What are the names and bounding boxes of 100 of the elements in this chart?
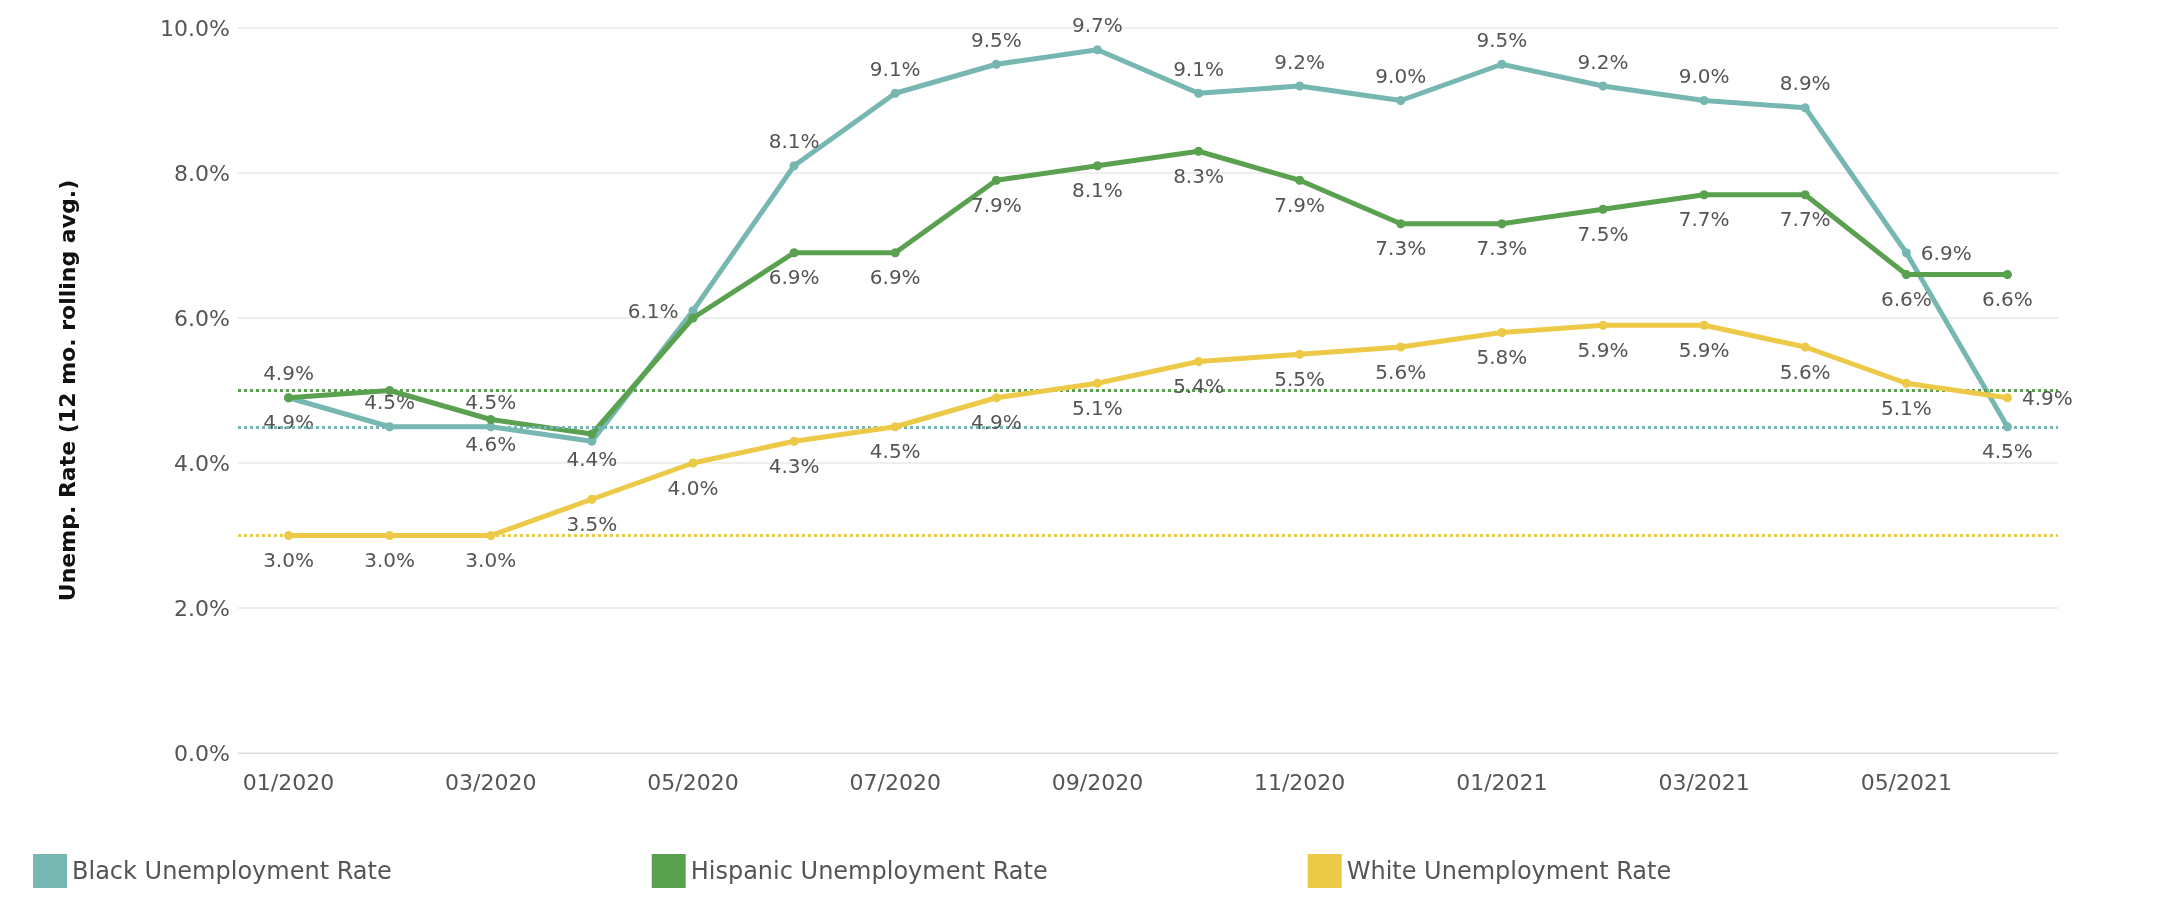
point bbox=[1396, 96, 1406, 105]
data-label: 7.7% bbox=[1678, 207, 1730, 232]
point bbox=[1699, 320, 1709, 330]
data-label: 9.7% bbox=[1072, 13, 1123, 38]
point bbox=[991, 175, 1001, 185]
data-label: 5.9% bbox=[1577, 337, 1629, 362]
point bbox=[1598, 81, 1608, 91]
data-label: 3.5% bbox=[566, 511, 618, 536]
data-label: 7.3% bbox=[1375, 236, 1427, 261]
data-label: 6.9% bbox=[768, 265, 820, 290]
data-label: 7.9% bbox=[970, 192, 1022, 217]
data-label: 6.9% bbox=[869, 265, 921, 290]
point bbox=[284, 531, 294, 540]
point bbox=[2002, 270, 2012, 279]
point bbox=[991, 59, 1001, 69]
data-label: 7.3% bbox=[1476, 236, 1528, 261]
data-label: 3.0% bbox=[364, 548, 416, 572]
point bbox=[1194, 146, 1204, 156]
x-tick-label: 11/2020 bbox=[1253, 769, 1346, 795]
data-label: 6.6% bbox=[1982, 287, 2033, 311]
legend-label: White Unemployment Rate bbox=[1346, 857, 1672, 885]
point bbox=[1598, 204, 1608, 214]
point bbox=[1699, 96, 1709, 105]
data-label: 5.6% bbox=[1779, 359, 1831, 384]
y-tick-label: 10.0% bbox=[160, 15, 230, 41]
point bbox=[1497, 59, 1507, 69]
data-label: 8.9% bbox=[1779, 71, 1831, 96]
data-label: 5.1% bbox=[1072, 395, 1123, 420]
data-label: 4.5% bbox=[869, 439, 921, 464]
point bbox=[890, 248, 900, 258]
data-label: 9.1% bbox=[869, 56, 921, 81]
point bbox=[2002, 393, 2012, 403]
y-tick-label: 4.0% bbox=[174, 450, 230, 476]
point bbox=[1901, 270, 1911, 279]
data-label: 9.0% bbox=[1678, 64, 1730, 88]
legend-label: Black Unemployment Rate bbox=[72, 857, 392, 885]
point bbox=[486, 415, 496, 424]
point bbox=[1092, 161, 1102, 171]
point bbox=[587, 429, 597, 439]
point bbox=[1901, 378, 1911, 388]
data-label: 4.4% bbox=[566, 446, 618, 471]
data-label: 6.6% bbox=[1880, 287, 1932, 311]
data-label: 4.9% bbox=[970, 410, 1022, 435]
data-label: 8.1% bbox=[1072, 178, 1123, 203]
data-label: 8.1% bbox=[768, 129, 820, 154]
data-label: 4.5% bbox=[465, 390, 517, 415]
x-tick-label: 01/2021 bbox=[1456, 769, 1548, 795]
point bbox=[1497, 219, 1507, 229]
y-tick-label: 8.0% bbox=[174, 160, 230, 186]
point bbox=[1396, 342, 1406, 352]
point bbox=[1901, 248, 1911, 258]
data-label: 3.0% bbox=[465, 548, 517, 572]
data-label: 6.9% bbox=[1920, 240, 1972, 265]
x-tick-label: 05/2021 bbox=[1860, 769, 1953, 795]
data-label: 4.9% bbox=[2021, 385, 2073, 410]
point bbox=[789, 436, 799, 446]
x-tick-label: 07/2020 bbox=[849, 769, 941, 795]
data-label: 4.3% bbox=[768, 453, 820, 478]
point bbox=[1295, 81, 1305, 91]
point bbox=[1092, 45, 1102, 55]
data-label: 5.9% bbox=[1678, 337, 1730, 362]
data-label: 5.4% bbox=[1173, 374, 1224, 398]
point bbox=[1295, 175, 1305, 185]
data-label: 4.6% bbox=[465, 432, 517, 456]
data-label: 4.5% bbox=[364, 390, 416, 415]
point bbox=[385, 531, 395, 540]
data-label: 5.6% bbox=[1375, 359, 1427, 384]
x-tick-label: 05/2020 bbox=[647, 769, 739, 795]
point bbox=[1497, 328, 1507, 337]
point bbox=[1598, 320, 1608, 330]
y-tick-label: 6.0% bbox=[174, 305, 230, 331]
x-tick-label: 01/2020 bbox=[242, 769, 335, 795]
point bbox=[789, 161, 799, 171]
x-tick-label: 09/2020 bbox=[1051, 769, 1144, 795]
point bbox=[1800, 103, 1810, 113]
data-label: 4.9% bbox=[263, 361, 314, 386]
x-tick-label: 03/2021 bbox=[1658, 769, 1750, 795]
data-label: 3.0% bbox=[263, 548, 314, 572]
data-label: 5.5% bbox=[1274, 366, 1326, 391]
point bbox=[789, 248, 799, 258]
data-label: 9.2% bbox=[1577, 49, 1629, 74]
y-tick-label: 2.0% bbox=[174, 595, 230, 621]
y-axis-title: Unemp. Rate (12 mo. rolling avg.) bbox=[54, 179, 80, 602]
point bbox=[1800, 342, 1810, 352]
data-label: 5.8% bbox=[1476, 345, 1528, 369]
data-label: 9.2% bbox=[1274, 49, 1326, 74]
data-label: 9.1% bbox=[1173, 56, 1224, 81]
data-label: 9.5% bbox=[970, 27, 1022, 52]
point bbox=[991, 393, 1001, 403]
y-tick-label: 0.0% bbox=[174, 740, 230, 766]
data-label: 4.0% bbox=[667, 475, 719, 500]
point bbox=[1295, 349, 1305, 359]
x-tick-label: 03/2020 bbox=[445, 769, 537, 795]
legend-label: Hispanic Unemployment Rate bbox=[690, 857, 1048, 885]
point bbox=[1396, 219, 1406, 229]
point bbox=[587, 494, 597, 504]
data-label: 7.9% bbox=[1274, 192, 1326, 217]
point bbox=[1092, 378, 1102, 388]
point bbox=[486, 531, 496, 540]
point bbox=[688, 458, 698, 468]
